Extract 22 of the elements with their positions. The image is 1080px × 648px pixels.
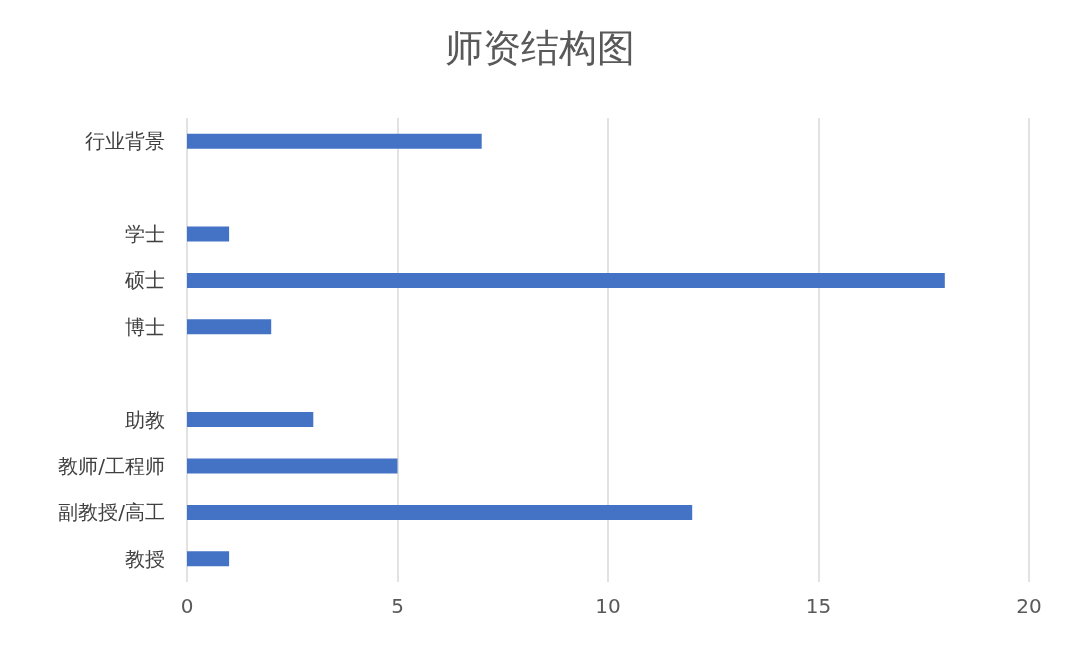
bar: [187, 319, 272, 335]
y-tick-label: 助教: [125, 407, 165, 432]
y-tick-label: 教授: [125, 546, 165, 571]
chart-title: 师资结构图: [445, 26, 635, 70]
y-tick-label: 教师/工程师: [58, 454, 165, 478]
bar: [187, 133, 482, 149]
x-tick-label: 10: [595, 594, 621, 618]
bar: [187, 551, 230, 567]
x-tick-label: 0: [180, 594, 194, 618]
y-tick-label: 博士: [125, 314, 165, 339]
bar: [187, 458, 398, 474]
y-tick-label: 学士: [125, 222, 165, 246]
bar: [187, 504, 693, 520]
x-tick-label: 20: [1016, 594, 1042, 618]
bar: [187, 412, 314, 428]
y-tick-label: 行业背景: [85, 129, 165, 154]
bar: [187, 272, 945, 288]
x-tick-label: 5: [391, 594, 404, 618]
y-tick-label: 副教授/高工: [58, 500, 165, 525]
y-tick-label: 硕士: [124, 268, 165, 293]
x-tick-label: 15: [805, 594, 832, 618]
bar: [187, 226, 230, 242]
